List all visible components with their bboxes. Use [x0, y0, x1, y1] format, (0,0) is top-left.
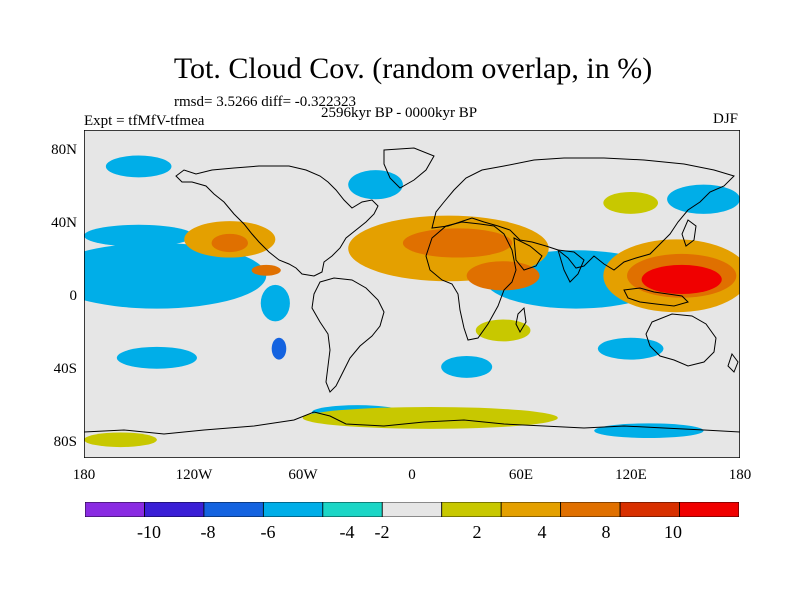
coastlines	[84, 147, 740, 435]
anomaly-patch	[603, 191, 659, 214]
anomaly-patch	[116, 346, 197, 369]
lat-tick-0: 0	[69, 288, 78, 304]
colorbar-label: 2	[472, 522, 482, 542]
anomaly-patch	[348, 170, 403, 200]
anomaly-patch	[211, 233, 248, 253]
lon-tick-0: 0	[408, 467, 416, 483]
anomaly-patch	[594, 423, 704, 438]
colorbar-label: -8	[200, 522, 216, 542]
period-label: 2596kyr BP - 0000kyr BP	[321, 105, 478, 121]
lon-tick-120E: 120E	[615, 467, 647, 483]
lon-tick-180-west: 180	[72, 467, 96, 483]
colorbar-box	[679, 502, 739, 517]
colorbar-label: 4	[537, 522, 547, 542]
stats-text: rmsd= 3.5266 diff= -0.322323	[174, 94, 357, 110]
anomaly-patch	[402, 228, 513, 258]
anomaly-patch	[105, 155, 172, 178]
lon-tick-60E: 60E	[508, 467, 534, 483]
madagascar-coast	[515, 306, 527, 334]
eurasia-coast	[431, 157, 735, 271]
plot-title: Tot. Cloud Cov. (random overlap, in %)	[173, 52, 653, 85]
lat-tick-80S: 80S	[53, 434, 77, 450]
colorbar-box	[441, 502, 502, 517]
anomaly-patch	[271, 337, 287, 360]
anomaly-patch	[251, 264, 281, 276]
anomaly-patch	[597, 337, 664, 360]
colorbar-box	[500, 502, 562, 517]
colorbar-box	[619, 502, 680, 517]
antarctica-coast	[84, 411, 740, 435]
colorbar-box	[381, 502, 443, 517]
colorbar-box	[85, 502, 145, 517]
anomaly-patch	[84, 224, 194, 247]
colorbar	[85, 502, 739, 517]
anomaly-patch	[641, 264, 722, 294]
colorbar-label: 8	[601, 522, 611, 542]
world-map	[84, 130, 740, 458]
lat-tick-40S: 40S	[53, 361, 77, 377]
africa-coast	[425, 221, 517, 341]
japan-coast	[681, 219, 697, 247]
indonesia-coast	[623, 287, 689, 307]
season-label: DJF	[712, 111, 738, 127]
lon-tick-180-east: 180	[728, 467, 752, 483]
anomaly-patch	[441, 355, 493, 378]
new-zealand-coast	[727, 352, 739, 373]
anomaly-patch	[260, 284, 290, 322]
north-america-coast	[175, 165, 379, 277]
anomaly-patch	[84, 242, 267, 309]
lon-tick-60W: 60W	[288, 467, 318, 483]
anomaly-patch	[466, 261, 540, 291]
lat-tick-40N: 40N	[51, 215, 77, 231]
lon-tick-120W: 120W	[175, 467, 213, 483]
colorbar-label: -4	[339, 522, 355, 542]
anomaly-fields	[84, 155, 740, 448]
colorbar-label: 10	[664, 522, 682, 542]
australia-coast	[645, 313, 717, 367]
colorbar-box	[144, 502, 205, 517]
lat-tick-80N: 80N	[51, 142, 77, 158]
experiment-label: Expt = tfMfV-tfmea	[84, 113, 205, 129]
arabia-coast	[513, 237, 543, 271]
colorbar-box	[560, 502, 621, 517]
anomaly-patch	[84, 432, 157, 448]
colorbar-box	[203, 502, 264, 517]
colorbar-box	[322, 502, 383, 517]
south-america-coast	[311, 277, 385, 393]
colorbar-box	[262, 502, 324, 517]
anomaly-patch	[667, 184, 740, 214]
colorbar-label: -6	[260, 522, 276, 542]
colorbar-label: -10	[137, 522, 161, 542]
anomaly-patch	[302, 406, 558, 429]
colorbar-label: -2	[374, 522, 390, 542]
greenland-coast	[383, 147, 435, 189]
india-coast	[557, 249, 585, 283]
